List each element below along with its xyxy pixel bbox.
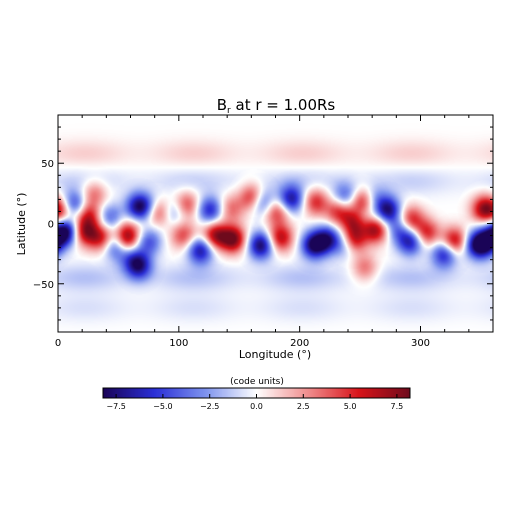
y-tick-label: 50 (41, 159, 54, 170)
x-tick-label: 100 (169, 338, 188, 349)
heatmap-image (58, 115, 493, 332)
x-axis-label: Longitude (°) (239, 348, 311, 361)
colorbar-tick-label: −7.5 (106, 402, 125, 411)
x-tick-label: 200 (290, 338, 309, 349)
colorbar-label: (code units) (230, 377, 284, 387)
chart-title-subscript: r (227, 106, 231, 116)
y-tick-label: −50 (33, 280, 54, 291)
colorbar-tick-label: 2.5 (297, 402, 310, 411)
colorbar-tick-label: 5.0 (344, 402, 357, 411)
x-tick-label: 300 (411, 338, 430, 349)
colorbar-ticks: −7.5 −5.0 −2.5 0.0 2.5 5.0 7.5 (106, 394, 403, 411)
chart-title-main: B (217, 96, 227, 114)
axis-ticks: 0 100 200 300 −50 0 50 (33, 115, 493, 349)
y-tick-label: 0 (48, 220, 54, 231)
colorbar-tick-label: 0.0 (250, 402, 263, 411)
colorbar-tick-label: −5.0 (153, 402, 172, 411)
colorbar-tick-label: 7.5 (391, 402, 404, 411)
chart-title: Br at r = 1.00Rs (217, 96, 336, 116)
x-tick-label: 0 (55, 338, 61, 349)
chart-title-rest: at r = 1.00Rs (231, 96, 336, 114)
colorbar-gradient (103, 388, 410, 398)
y-axis-label: Latitude (°) (15, 193, 28, 256)
colorbar-tick-label: −2.5 (200, 402, 219, 411)
